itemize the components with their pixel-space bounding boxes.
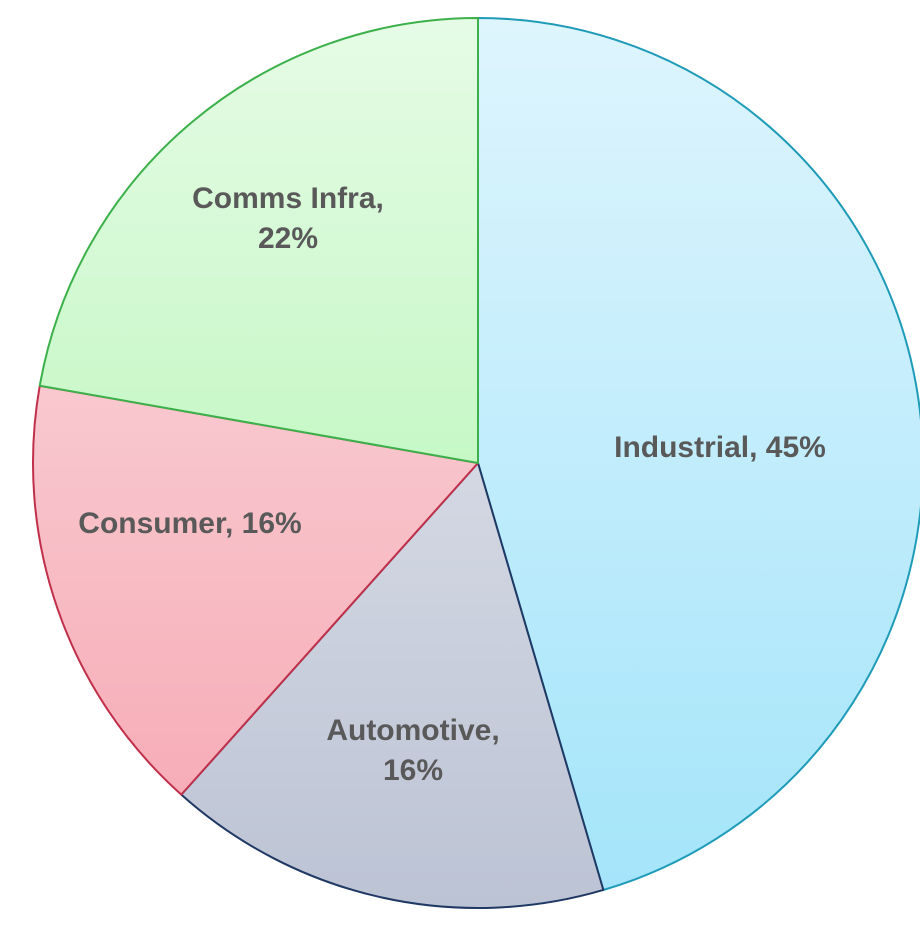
pie-slice-comms-infra: [38, 17, 479, 464]
data-label-line: Comms Infra,: [192, 182, 384, 215]
pie-slice-automotive: [180, 462, 605, 909]
pie-slices: [32, 17, 920, 909]
data-label-line: 16%: [383, 754, 443, 787]
data-label-industrial: Industrial, 45%: [614, 431, 826, 464]
data-label-automotive: Automotive, 16%: [326, 714, 499, 787]
pie-slice-consumer: [32, 384, 479, 796]
data-label-consumer: Consumer, 16%: [78, 507, 301, 540]
data-label-line: Consumer, 16%: [78, 507, 301, 540]
data-label-line: 22%: [258, 222, 318, 255]
pie-slice-industrial: [477, 17, 920, 891]
data-label-comms-infra: Comms Infra, 22%: [192, 182, 384, 255]
pie-labels: Industrial, 45% Automotive, 16% Consumer, 1…: [78, 182, 826, 787]
data-label-line: Industrial, 45%: [614, 431, 826, 464]
data-label-line: Automotive,: [326, 714, 499, 747]
